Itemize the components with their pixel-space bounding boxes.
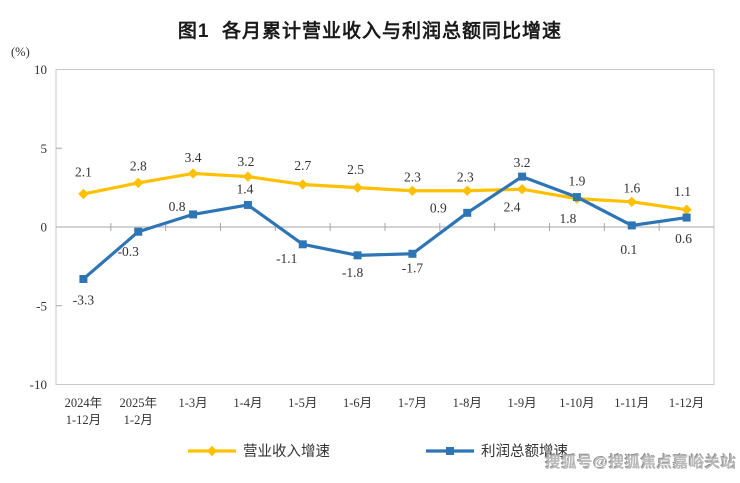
series-1-point-marker [572,193,581,202]
series-0-point-marker [78,188,89,200]
legend-label-revenue: 营业收入增速 [243,444,330,460]
series-1-point-marker [627,221,636,230]
data-label: 2.3 [457,169,474,184]
series-1-point-marker [518,172,527,181]
series-1-point-marker [463,208,472,217]
revenue-line-swatch-icon [188,445,236,456]
series-1-line [81,175,689,281]
data-label: 1.4 [236,181,253,196]
y-axis-tick-label: 0 [41,220,48,235]
series-1-point-marker [189,210,198,219]
data-label: 1.1 [674,184,691,199]
series-0-point-marker [297,179,308,190]
data-label: 0.9 [430,200,447,215]
data-label: 0.6 [675,231,692,246]
data-label: 3.2 [237,154,254,169]
chart-title: 图1 各月累计营业收入与利润总额同比增速 [177,21,563,42]
data-label: 2.3 [404,169,421,184]
series-0-point-marker [462,185,473,196]
series-1-point-marker [408,249,417,258]
data-label: 2.7 [294,158,311,173]
x-axis-category-label: 1-12月 [669,396,704,410]
data-label: 3.2 [514,155,531,170]
x-axis-category-label: 1-5月 [288,396,317,410]
watermark: 搜狐号@搜狐焦点嘉峪关站 [545,454,737,471]
y-axis-tick-label: -10 [30,377,47,392]
x-axis-category-label: 1-6月 [343,396,372,410]
x-axis-category-label: 1-10月 [559,396,594,410]
x-axis-category-label: 1-9月 [507,396,536,410]
legend-swatch-marker [446,446,454,455]
data-label: 2.5 [347,162,364,177]
series-1-group [79,172,691,283]
series-0-line [81,171,689,212]
legend-swatch-marker [206,445,218,456]
data-label: 0.8 [169,199,186,214]
x-axis-category-label: 1-4月 [233,396,262,410]
series-0-point-marker [407,185,418,196]
data-label: -1.7 [402,260,424,275]
x-axis-category-label: 1-3月 [178,396,207,410]
profit-line-swatch-icon [426,446,474,455]
series-0-point-marker [626,196,637,207]
data-label: 3.4 [185,150,202,165]
line-chart: 10 5 0 -5 -10 2024年 1-12月 2025年 1-2月 1-3月 1-4月 1-5月… [30,62,715,427]
data-label: 1.8 [559,211,576,226]
data-label: 2.8 [130,158,147,173]
chart-legend: 营业收入增速 利润总额增速 [0,440,740,461]
x-axis-category-label: 1-8月 [453,396,482,410]
y-axis-unit: (%) [11,45,30,59]
data-label: 2.4 [504,200,521,215]
data-label: 1.9 [568,174,585,189]
series-1-point-marker [298,240,307,249]
series-0-point-marker [681,204,692,215]
series-0-group [78,168,692,215]
legend-item-revenue: 营业收入增速 [188,440,330,461]
y-axis-tick-label: 10 [34,62,47,77]
data-label: -1.8 [342,265,364,280]
y-axis-tick-label: 5 [41,141,48,156]
x-axis-category-label: 1-11月 [614,396,649,410]
series-0-point-marker [187,168,199,179]
x-axis-category-label: 2024年 1-12月 [65,396,103,427]
series-1-point-marker [79,274,88,283]
series-1-point-marker [134,227,143,236]
series-1-point-marker [353,251,362,260]
series-0-point-marker [242,171,254,182]
series-1-point-marker [243,200,252,209]
data-label: -3.3 [73,292,95,307]
series-0-point-marker [352,182,363,193]
data-label: 2.1 [75,164,92,179]
y-axis-tick-label: -5 [36,298,47,313]
x-axis-category-label: 2025年 1-2月 [119,396,157,427]
series-0-point-marker [516,184,528,195]
x-axis-category-label: 1-7月 [398,396,427,410]
data-label: 1.6 [623,180,640,195]
legend-item-profit: 利润总额增速 [426,440,568,461]
series-1-point-marker [682,213,691,222]
data-label: 0.1 [620,242,637,257]
data-label: -0.3 [118,244,140,259]
legend-label-profit: 利润总额增速 [481,444,568,460]
series-0-point-marker [133,177,144,189]
data-label: -1.1 [276,251,297,266]
